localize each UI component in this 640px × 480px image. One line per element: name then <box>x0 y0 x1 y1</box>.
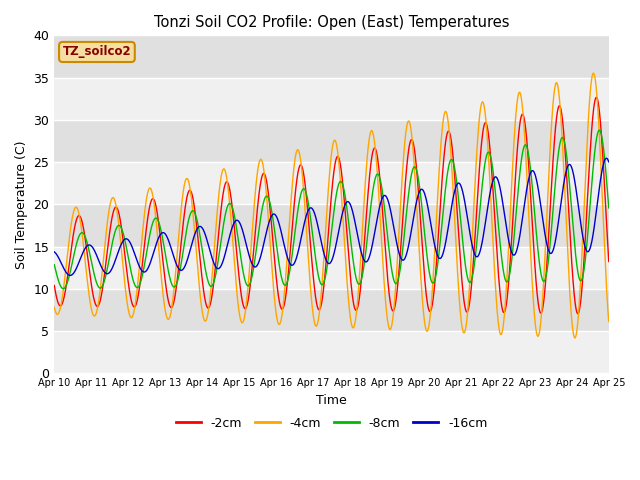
Bar <box>54 247 609 289</box>
Bar <box>54 78 609 120</box>
Title: Tonzi Soil CO2 Profile: Open (East) Temperatures: Tonzi Soil CO2 Profile: Open (East) Temp… <box>154 15 509 30</box>
Bar <box>54 331 609 373</box>
Bar <box>54 204 609 247</box>
Legend: -2cm, -4cm, -8cm, -16cm: -2cm, -4cm, -8cm, -16cm <box>171 412 492 435</box>
X-axis label: Time: Time <box>316 394 347 407</box>
Bar <box>54 120 609 162</box>
Bar <box>54 36 609 78</box>
Bar <box>54 289 609 331</box>
Y-axis label: Soil Temperature (C): Soil Temperature (C) <box>15 140 28 269</box>
Bar <box>54 162 609 204</box>
Text: TZ_soilco2: TZ_soilco2 <box>63 46 131 59</box>
